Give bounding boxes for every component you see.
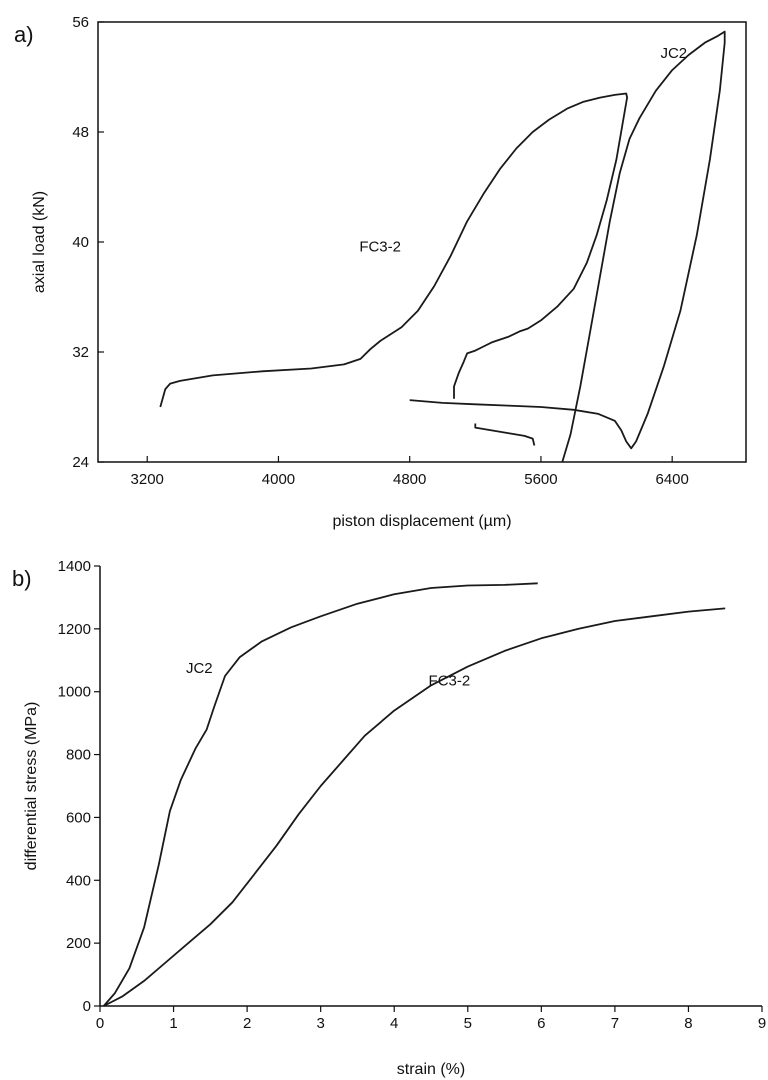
panel-a-x-tick-label: 5600: [524, 471, 557, 488]
panel-a-curve-label-fc3-2: FC3-2: [359, 239, 401, 256]
panel-a-x-axis-title: piston displacement (µm): [332, 513, 511, 530]
panel-a-y-axis-title: axial load (kN): [31, 191, 48, 293]
panel-a-x-tick-label: 4000: [262, 471, 295, 488]
panel-b-x-tick-label: 0: [96, 1015, 104, 1032]
panel-a-curve-segment-2: [474, 423, 536, 446]
panel-b-ticks: 0 1 2 3 4 5 6 7 8 9 0 200 400 600 800 1000 1200 1400: [58, 558, 767, 1032]
panel-b-label: b): [12, 566, 32, 591]
panel-a-label: a): [14, 22, 34, 47]
panel-a-curve-jc2: [409, 30, 726, 463]
panel-a-y-tick-label: 56: [72, 14, 89, 31]
panel-b-x-tick-label: 5: [464, 1015, 472, 1032]
panel-a-curves: [159, 30, 726, 463]
panel-b-x-tick-label: 7: [611, 1015, 619, 1032]
panel-a-curve-label-jc2: JC2: [660, 45, 687, 62]
panel-b-x-tick-label: 6: [537, 1015, 545, 1032]
panel-a-curve-fc3-2: [159, 92, 628, 408]
panel-a-ticks: 3200 4000 4800 5600 6400 24 32 40 48 56: [72, 14, 689, 488]
panel-b-curve-label-fc3-2: FC3-2: [429, 672, 471, 689]
panel-b-y-tick-label: 400: [66, 872, 91, 889]
panel-b-y-tick-label: 1000: [58, 684, 91, 701]
panel-b-y-tick-label: 200: [66, 935, 91, 952]
panel-b-x-axis-title: strain (%): [397, 1061, 465, 1078]
panel-a-x-tick-label: 6400: [655, 471, 688, 488]
panel-b-x-tick-label: 8: [684, 1015, 692, 1032]
panel-b-x-tick-label: 4: [390, 1015, 398, 1032]
panel-b-y-tick-label: 800: [66, 747, 91, 764]
panel-b-curve-fc3-2: [103, 607, 726, 1007]
panel-b-curve-jc2: [103, 582, 538, 1007]
panel-a: a) 3200 4000 4800 5600 6400 24 32 40 48 56 FC3-2 J…: [14, 14, 747, 530]
panel-a-y-tick-label: 40: [72, 234, 89, 251]
panel-b-x-tick-label: 9: [758, 1015, 766, 1032]
panel-b: b) 0 1 2 3 4 5 6 7 8 9 0 200 400 600 800 1000 1200 1400 J…: [12, 558, 766, 1078]
panel-a-plot-frame: [97, 21, 747, 463]
panel-b-y-tick-label: 1400: [58, 558, 91, 575]
panel-a-y-tick-label: 24: [72, 454, 89, 471]
panel-b-y-axis-title: differential stress (MPa): [23, 702, 40, 871]
panel-b-y-tick-label: 1200: [58, 621, 91, 638]
panel-b-x-tick-label: 2: [243, 1015, 251, 1032]
panel-b-annotations: JC2 FC3-2: [186, 660, 470, 690]
panel-a-annotations: FC3-2 JC2: [359, 45, 687, 256]
panel-b-y-tick-label: 0: [83, 998, 91, 1015]
panel-b-curves: [103, 582, 726, 1007]
panel-b-x-tick-label: 1: [169, 1015, 177, 1032]
panel-b-curve-label-jc2: JC2: [186, 660, 213, 677]
panel-a-x-tick-label: 3200: [131, 471, 164, 488]
panel-b-y-tick-label: 600: [66, 809, 91, 826]
panel-a-y-tick-label: 48: [72, 124, 89, 141]
panel-a-y-tick-label: 32: [72, 344, 89, 361]
panel-b-axes: [99, 566, 762, 1007]
panel-b-x-tick-label: 3: [316, 1015, 324, 1032]
panel-a-x-tick-label: 4800: [393, 471, 426, 488]
